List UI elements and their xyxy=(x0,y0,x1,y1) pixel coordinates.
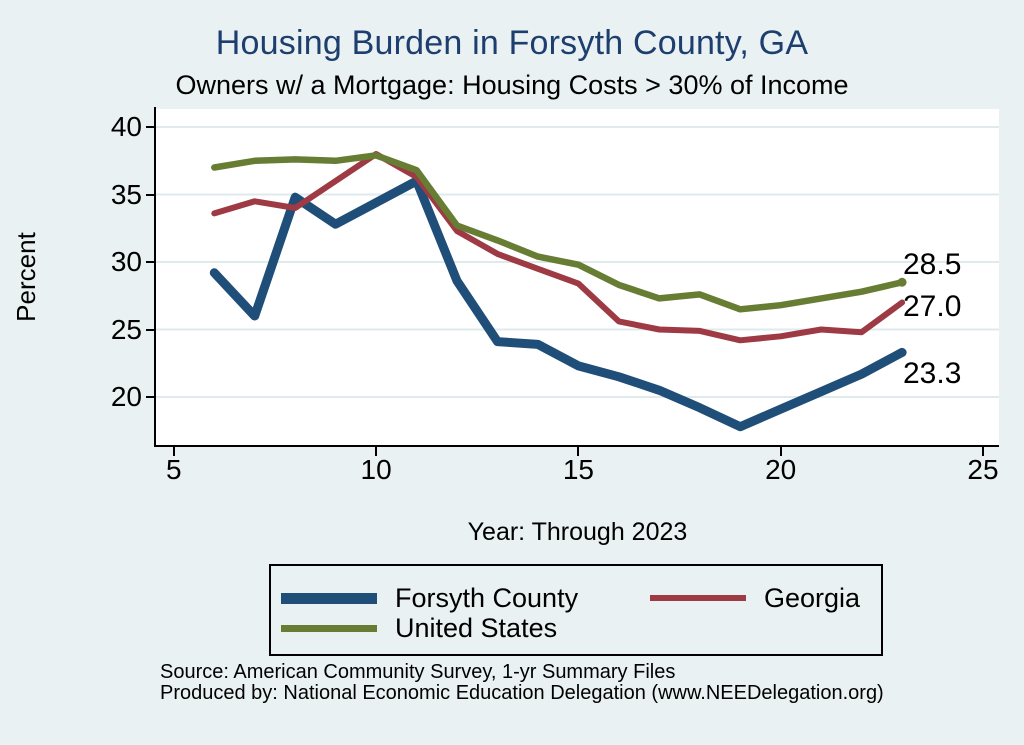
chart-subtitle: Owners w/ a Mortgage: Housing Costs > 30… xyxy=(175,70,849,100)
end-value-label-united-states: 28.5 xyxy=(903,248,962,282)
x-tick-label: 25 xyxy=(967,454,999,485)
legend-swatch-united-states xyxy=(281,624,377,632)
x-tick-label: 5 xyxy=(166,454,182,485)
end-value-label-forsyth-county: 23.3 xyxy=(903,357,962,391)
legend-item-forsyth-county: Forsyth County xyxy=(281,581,578,615)
y-tick xyxy=(146,261,155,263)
x-tick xyxy=(172,447,175,456)
producer-note: Produced by: National Economic Education… xyxy=(160,682,884,704)
y-tick xyxy=(146,328,155,331)
series-end-marker-united-states xyxy=(897,277,907,287)
chart-title: Housing Burden in Forsyth County, GA xyxy=(215,24,809,62)
y-tick-label: 25 xyxy=(110,313,142,345)
chart-canvas xyxy=(156,126,999,432)
x-tick-label: 10 xyxy=(360,454,392,485)
legend-item-georgia: Georgia xyxy=(650,581,860,615)
legend-swatch-georgia xyxy=(650,595,746,601)
source-note: Source: American Community Survey, 1-yr … xyxy=(160,661,676,683)
x-tick xyxy=(375,447,378,456)
end-value-label-georgia: 27.0 xyxy=(903,289,962,323)
y-tick-label: 30 xyxy=(110,246,142,277)
y-tick xyxy=(146,126,155,128)
legend-item-label: United States xyxy=(395,612,558,643)
legend-item-label: Forsyth County xyxy=(395,582,579,613)
y-tick-label: 35 xyxy=(110,178,142,210)
series-line-united-states xyxy=(211,152,906,313)
legend-swatch-forsyth-county xyxy=(281,592,377,604)
x-tick-label: 15 xyxy=(562,454,594,485)
series-line-forsyth-county xyxy=(209,176,907,432)
legend-item-united-states: United States xyxy=(281,611,557,645)
plot-area xyxy=(156,109,999,445)
y-axis-title: Percent xyxy=(11,232,41,322)
x-axis-title: Year: Through 2023 xyxy=(467,518,688,546)
legend-item-label: Georgia xyxy=(764,582,861,613)
series-line-georgia xyxy=(211,151,906,344)
y-tick xyxy=(146,396,155,398)
y-tick-label: 40 xyxy=(110,111,142,142)
x-tick xyxy=(779,447,782,456)
x-tick-label: 20 xyxy=(765,454,797,485)
legend-box: Forsyth County Georgia United States xyxy=(269,564,883,656)
x-tick xyxy=(577,447,580,456)
y-axis-line xyxy=(154,107,156,447)
y-tick xyxy=(146,193,155,196)
x-axis-line xyxy=(154,445,999,447)
x-tick xyxy=(982,447,984,456)
y-tick-label: 20 xyxy=(110,381,142,412)
